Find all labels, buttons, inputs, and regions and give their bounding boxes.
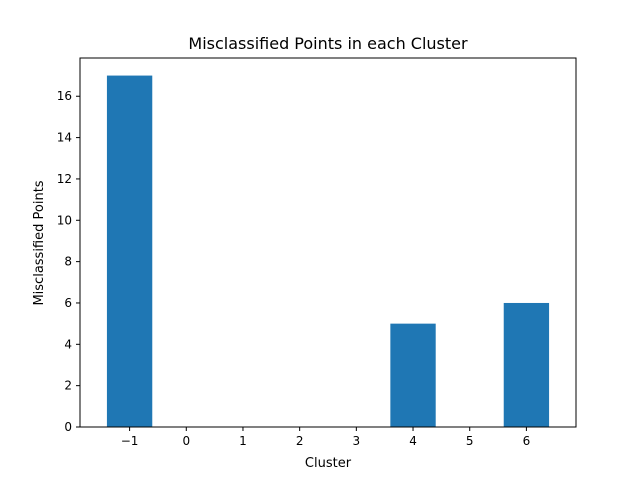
x-tick-label: 5 bbox=[466, 434, 474, 448]
y-tick-label: 8 bbox=[64, 255, 72, 269]
x-axis-ticks: −1 0 1 2 3 4 5 6 bbox=[121, 427, 530, 448]
bars-group bbox=[106, 75, 550, 428]
y-axis-ticks: 0 2 4 6 8 10 12 14 16 bbox=[57, 89, 80, 434]
x-tick-label: 6 bbox=[523, 434, 531, 448]
y-axis-label: Misclassified Points bbox=[32, 180, 47, 305]
bar-cluster-neg1 bbox=[106, 75, 153, 428]
x-axis-label: Cluster bbox=[305, 456, 352, 471]
plot-frame bbox=[79, 57, 577, 428]
x-tick-label: 2 bbox=[296, 434, 304, 448]
x-tick-label: −1 bbox=[121, 434, 139, 448]
y-tick-label: 16 bbox=[57, 89, 72, 103]
x-tick-label: 1 bbox=[239, 434, 247, 448]
x-tick-label: 3 bbox=[353, 434, 361, 448]
y-tick-label: 10 bbox=[57, 213, 72, 227]
y-tick-label: 2 bbox=[64, 379, 72, 393]
chart-title: Misclassified Points in each Cluster bbox=[188, 34, 468, 53]
y-tick-label: 12 bbox=[57, 172, 72, 186]
x-tick-label: 0 bbox=[182, 434, 190, 448]
y-tick-label: 14 bbox=[57, 131, 72, 145]
x-tick-label: 4 bbox=[409, 434, 417, 448]
bar-cluster-6 bbox=[503, 302, 550, 427]
bar-cluster-4 bbox=[390, 323, 436, 427]
y-tick-label: 6 bbox=[64, 296, 72, 310]
y-tick-label: 0 bbox=[64, 420, 72, 434]
y-tick-label: 4 bbox=[64, 337, 72, 351]
